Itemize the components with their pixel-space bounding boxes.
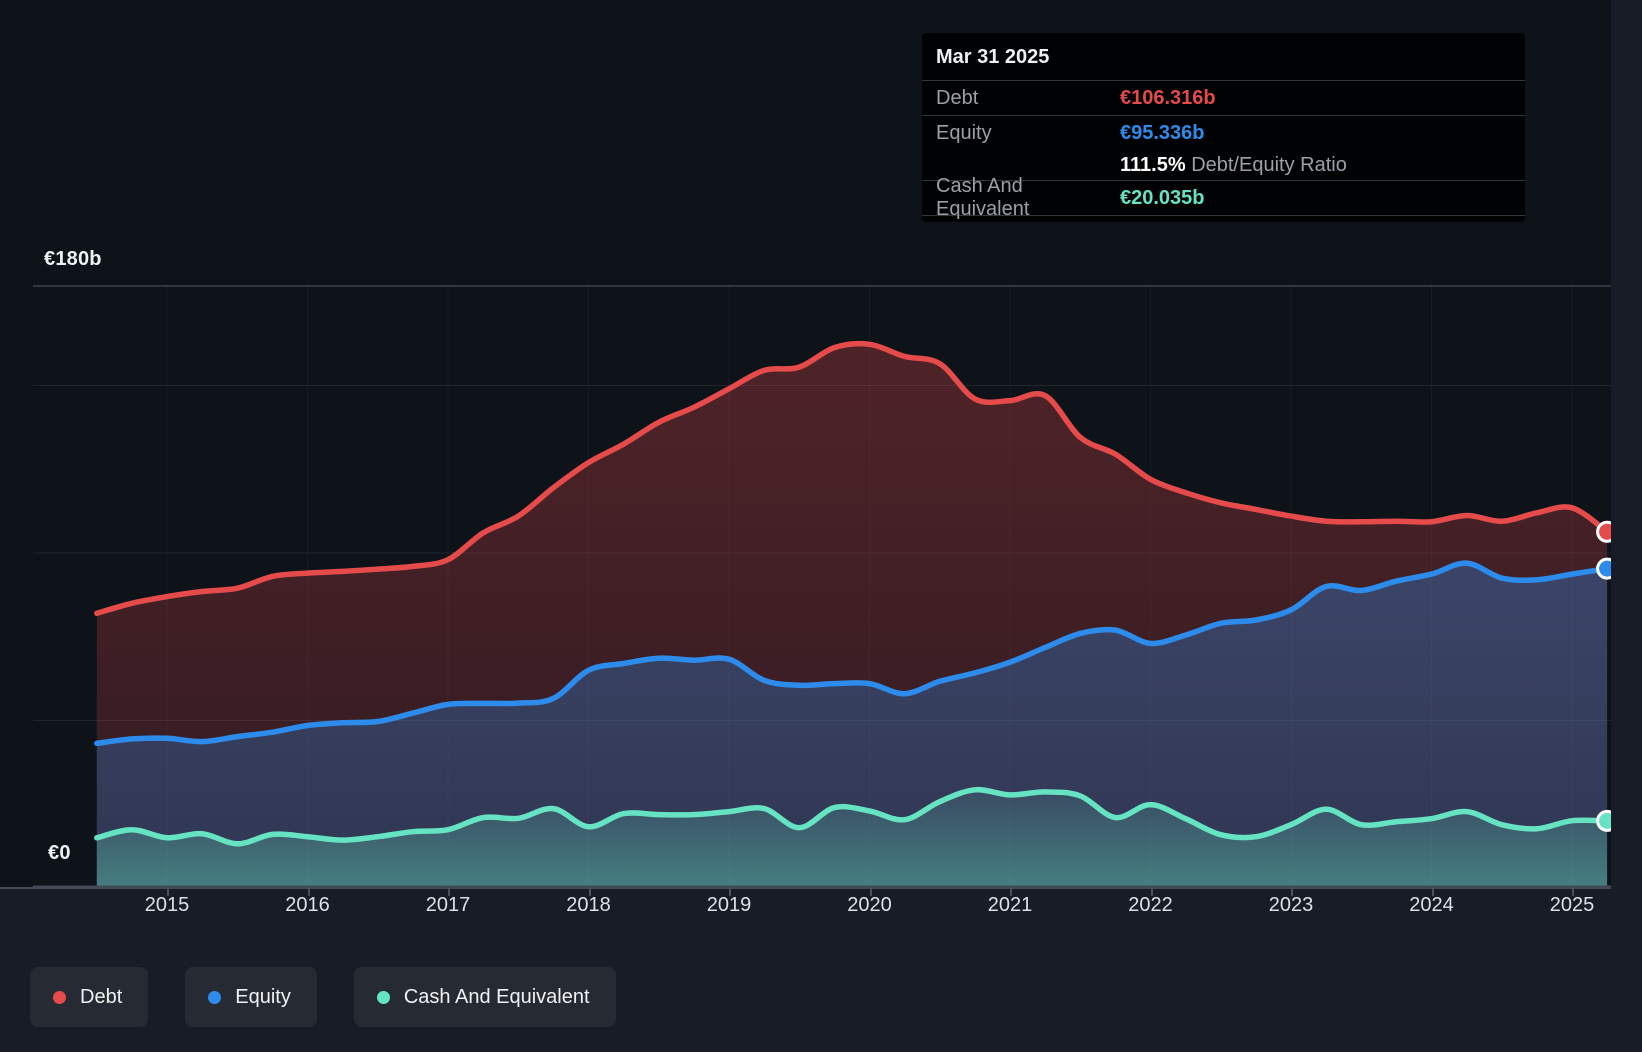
tooltip-row-equity: Equity €95.336b [922,115,1525,150]
legend-dot-icon [376,990,390,1004]
x-axis-year-label: 2024 [1409,894,1454,916]
tooltip-row-ratio: 111.5% Debt/Equity Ratio [922,150,1525,180]
x-axis-tick [1431,888,1434,896]
legend-chip-cash-and-equivalent[interactable]: Cash And Equivalent [353,967,616,1027]
tooltip-cash-label: Cash And Equivalent [936,175,1030,220]
x-axis-tick [448,888,450,896]
tooltip-row-cash: Cash And Equivalent €20.035b [922,175,1525,220]
tooltip-debt-label: Debt [936,86,979,109]
x-axis-year-label: 2015 [144,894,190,916]
cash-and-equivalent-endpoint-marker [1596,809,1611,832]
ratio-label: Debt/Equity Ratio [1191,153,1347,176]
x-axis-line [0,887,1611,889]
legend-dot-icon [208,990,222,1004]
legend-label: Cash And Equivalent [403,985,590,1008]
debt-equity-ratio: 111.5% Debt/Equity Ratio [1120,154,1347,177]
x-axis-year-label: 2020 [847,894,892,916]
ratio-value: 111.5% [1120,153,1186,176]
x-axis-year-label: 2017 [425,894,471,916]
tooltip-cash-value: €20.035b [1120,186,1205,209]
legend-label: Equity [235,985,291,1008]
legend-chip-equity[interactable]: Equity [185,967,317,1027]
debt-endpoint-marker [1596,520,1611,543]
x-axis-year-label: 2022 [1128,894,1173,916]
cash-and-equivalent-line [94,786,1610,847]
tooltip-date: Mar 31 2025 [936,46,1050,68]
x-axis-tick [307,888,310,896]
x-axis-tick [1010,888,1012,896]
equity-area [96,563,1608,888]
x-axis-tick [1572,888,1574,896]
x-axis-tick [588,888,591,896]
chart-tooltip: Mar 31 2025 Debt €106.316b Equity €95.33… [922,33,1525,222]
y-axis-max-label: €180b [44,248,102,270]
legend-chip-debt[interactable]: Debt [30,967,149,1027]
x-axis-year-label: 2016 [285,894,330,916]
tooltip-debt-value: €106.316b [1120,86,1216,109]
legend-dot-icon [53,990,66,1004]
x-axis-tick [729,888,731,896]
area-chart-plot[interactable] [33,285,1611,888]
chart-legend: Debt Equity Cash And Equivalent [30,967,616,1027]
x-axis-year-label: 2023 [1268,894,1314,916]
legend-label: Debt [80,985,123,1008]
x-axis-year-label: 2018 [566,894,611,916]
x-axis-tick [1291,888,1293,896]
debt-line [94,340,1610,617]
x-axis-year-label: 2019 [706,894,752,916]
x-axis-tick [869,888,872,896]
x-axis-tick [167,888,169,896]
tooltip-row-debt: Debt €106.316b [922,80,1525,115]
equity-line [94,560,1610,747]
x-axis-year-label: 2021 [987,894,1033,916]
x-axis-tick [1150,888,1153,896]
y-axis-zero-label: €0 [48,842,71,864]
tooltip-equity-value: €95.336b [1120,121,1205,144]
tooltip-equity-label: Equity [936,121,992,144]
x-axis-year-label: 2025 [1549,894,1595,916]
equity-endpoint-marker [1596,557,1611,580]
cash-and-equivalent-area [96,789,1608,888]
